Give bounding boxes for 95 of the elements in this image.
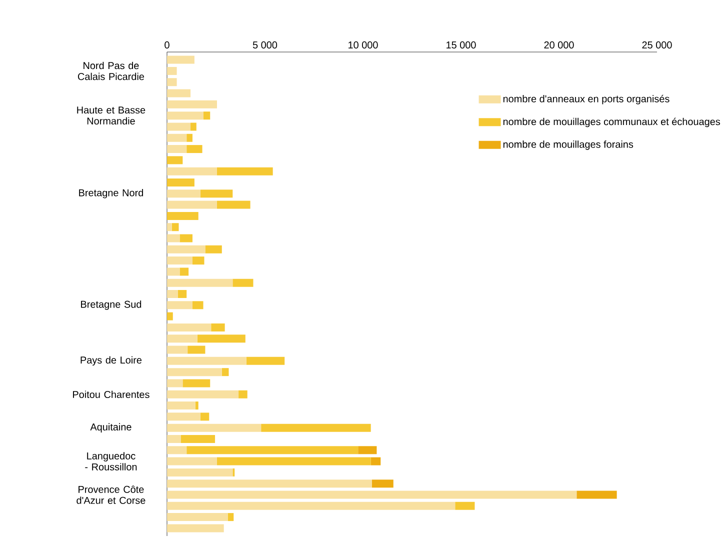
bar — [186, 134, 192, 142]
bar — [167, 112, 204, 120]
bar — [576, 490, 617, 499]
bar — [167, 312, 173, 320]
bar — [167, 468, 233, 476]
y-tick-label: Bretagne Nord — [79, 188, 144, 198]
bar — [167, 402, 196, 410]
bar — [167, 412, 200, 421]
bar — [167, 89, 191, 98]
bar — [228, 513, 234, 522]
bar — [167, 234, 180, 242]
bar — [455, 502, 475, 510]
bar — [167, 379, 183, 388]
bar — [167, 122, 191, 131]
x-tick-label: 25 000 — [642, 41, 672, 48]
bar — [167, 513, 228, 522]
bar — [167, 145, 187, 154]
bar — [192, 256, 204, 265]
bar — [167, 524, 224, 532]
bar — [167, 301, 192, 310]
bar — [200, 190, 233, 198]
bar — [370, 457, 381, 466]
bar — [180, 434, 216, 443]
bar — [205, 245, 222, 254]
y-tick-label: Languedoc - Roussillon — [85, 452, 137, 470]
bar — [167, 278, 233, 287]
bar — [172, 223, 179, 232]
bar — [188, 346, 206, 354]
bar — [238, 390, 248, 398]
bar — [167, 346, 188, 354]
legend-label: nombre de mouillages communaux et échouages — [503, 118, 720, 128]
bar — [195, 402, 198, 410]
bar — [167, 323, 212, 332]
bar — [178, 290, 187, 298]
bar — [167, 200, 217, 209]
y-tick-label: Bretagne Sud — [81, 300, 142, 310]
bar — [167, 167, 217, 176]
x-tick-label: 0 — [164, 41, 170, 48]
bar — [186, 446, 358, 454]
bar — [167, 480, 372, 488]
x-tick-label: 5 000 — [252, 41, 278, 48]
bar — [167, 178, 194, 186]
bar — [232, 278, 254, 287]
bar — [216, 167, 273, 176]
y-tick-label: Poitou Charentes — [73, 390, 150, 398]
bar — [372, 480, 394, 488]
bar — [192, 301, 204, 310]
bar — [167, 212, 198, 220]
bar — [261, 424, 371, 432]
y-tick-label: Provence Côte d'Azur et Corse — [76, 486, 146, 504]
bar — [211, 323, 225, 332]
x-tick-label: 15 000 — [446, 41, 476, 48]
bar — [246, 356, 285, 365]
bar — [167, 223, 172, 232]
bar — [167, 290, 178, 298]
bar — [167, 368, 222, 376]
bar — [167, 190, 200, 198]
y-tick-label: Haute et Basse Normandie — [77, 106, 146, 125]
bar — [167, 334, 198, 343]
bar — [167, 424, 262, 432]
bar — [203, 112, 210, 120]
bar — [167, 156, 183, 164]
bar — [182, 379, 210, 388]
bar — [167, 356, 246, 365]
bar — [167, 457, 217, 466]
bar — [167, 56, 194, 64]
bar — [222, 368, 229, 376]
bar — [216, 200, 250, 209]
bar — [167, 502, 456, 510]
bar — [167, 434, 181, 443]
bar — [216, 457, 371, 466]
legend-label: nombre de mouillages forains — [503, 140, 634, 150]
bar — [180, 268, 189, 276]
y-tick-label: Pays de Loire — [80, 356, 142, 366]
x-tick-label: 20 000 — [544, 41, 574, 48]
bar — [167, 390, 239, 398]
bar — [167, 134, 187, 142]
bar — [167, 256, 192, 265]
y-tick-label: Nord Pas de Calais Picardie — [78, 62, 144, 80]
bar — [167, 78, 177, 86]
bar — [190, 122, 196, 131]
bar — [358, 446, 377, 454]
bar — [167, 100, 217, 108]
bar — [167, 490, 577, 499]
y-tick-label: Aquitaine — [90, 423, 132, 432]
legend-label: nombre d'anneaux en ports organisés — [503, 94, 670, 104]
bar — [167, 268, 180, 276]
bar — [200, 412, 210, 421]
bar — [167, 245, 206, 254]
x-tick-label: 10 000 — [348, 41, 378, 48]
bar — [167, 66, 177, 75]
bar — [167, 446, 187, 454]
bar — [180, 234, 192, 242]
bar — [186, 145, 202, 154]
bar — [197, 334, 246, 343]
